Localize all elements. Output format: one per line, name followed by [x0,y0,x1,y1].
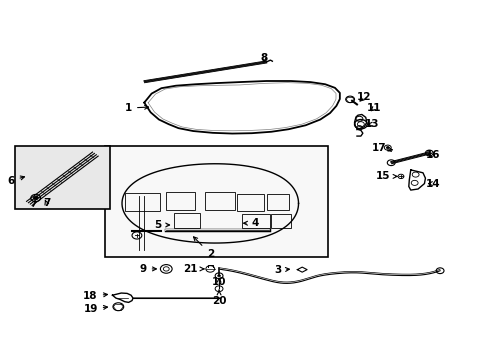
Circle shape [33,196,38,200]
Text: 20: 20 [211,290,226,306]
Text: 17: 17 [371,143,391,153]
Text: 18: 18 [83,291,107,301]
Bar [124,193,160,211]
Text: 19: 19 [83,303,107,314]
Text: 12: 12 [356,92,371,102]
Text: 15: 15 [375,171,396,181]
Text: 4: 4 [243,218,259,228]
Bar [15,146,110,209]
Bar [271,214,290,228]
Text: 1: 1 [124,103,148,113]
Text: 7: 7 [42,198,50,208]
Text: 16: 16 [425,150,439,160]
Bar [237,194,264,211]
Text: 2: 2 [193,237,213,259]
Text: 3: 3 [273,265,289,275]
Circle shape [217,275,220,277]
Text: 14: 14 [425,179,439,189]
Text: 11: 11 [366,103,381,113]
Bar [266,194,288,210]
Circle shape [386,147,388,149]
Bar [242,214,270,228]
Bar [105,146,327,257]
Text: 21: 21 [183,264,203,274]
Text: 13: 13 [364,119,378,129]
Bar [166,192,194,210]
Text: 6: 6 [7,176,24,186]
Text: 5: 5 [154,220,169,230]
Bar [173,213,200,228]
Bar [205,192,234,210]
Text: 8: 8 [260,53,267,63]
Text: 9: 9 [139,264,156,274]
Text: 10: 10 [211,276,226,287]
